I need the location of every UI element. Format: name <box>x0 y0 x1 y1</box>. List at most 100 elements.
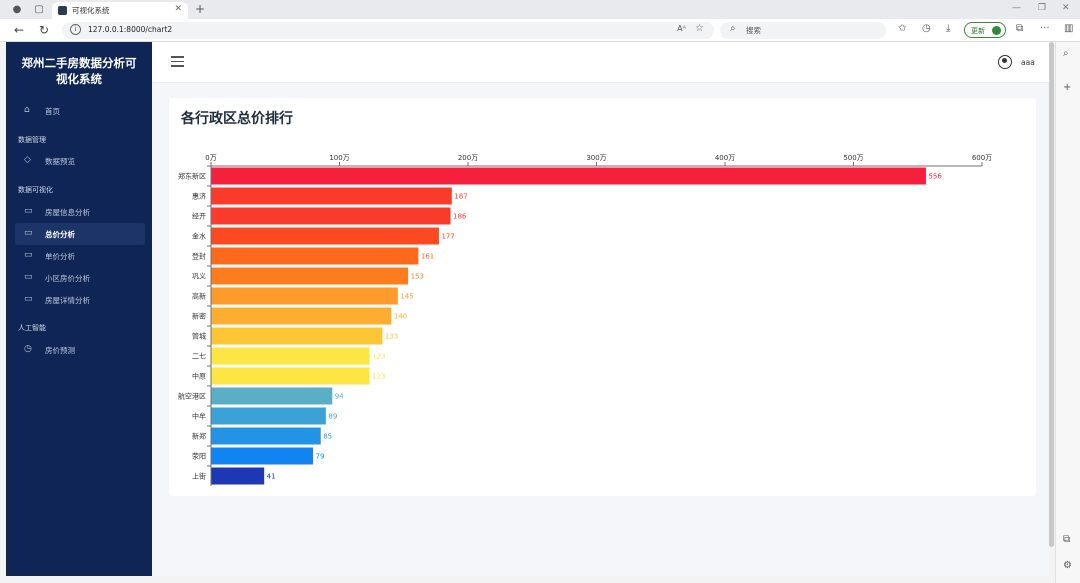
search-box[interactable]: ⌕ 搜索 <box>720 22 886 39</box>
sidebar-item-label: 房价预测 <box>45 346 75 355</box>
x-tick-label: 200万 <box>458 154 478 162</box>
clock-icon: ◷ <box>24 344 32 354</box>
site-info-icon[interactable]: i <box>70 24 81 35</box>
sidebar-item-house-info[interactable]: ▭ 房屋信息分析 <box>15 201 145 223</box>
window-close-icon[interactable]: ✕ <box>1062 3 1070 13</box>
top-header: aaa <box>152 42 1049 83</box>
data-label: 89 <box>328 413 337 421</box>
home-icon: ⌂ <box>24 105 30 115</box>
x-tick-label: 0万 <box>205 154 216 162</box>
url-field[interactable]: i 127.0.0.1:8000/chart2 Aᴬ ☆ <box>62 22 714 39</box>
favorite-star-icon[interactable]: ☆ <box>695 23 704 34</box>
page-scrollbar[interactable] <box>1049 42 1054 547</box>
data-label: 79 <box>316 453 325 461</box>
side-settings-icon[interactable]: ⚙ <box>1063 560 1072 571</box>
bar <box>211 287 398 305</box>
main-content: aaa 各行政区总价排行 0万 100万 200万 300万 400万 500万 600万郑… <box>152 42 1049 576</box>
data-label: 187 <box>454 193 467 201</box>
username[interactable]: aaa <box>1021 58 1035 67</box>
tab-favicon-icon <box>58 6 67 15</box>
data-label: 177 <box>441 233 454 241</box>
download-icon[interactable]: ⤓ <box>946 23 951 34</box>
search-placeholder: 搜索 <box>746 26 761 35</box>
side-screen-icon[interactable]: ⧉ <box>1063 534 1071 545</box>
y-tick-label: 中牟 <box>192 412 206 421</box>
bar <box>211 227 439 245</box>
y-tick-label: 金水 <box>192 232 206 241</box>
sidebar-item-label: 数据预览 <box>45 157 75 166</box>
data-label: 140 <box>394 313 407 321</box>
group-title-ai: 人工智能 <box>18 324 46 332</box>
y-tick-label: 登封 <box>192 252 206 261</box>
x-tick-label: 300万 <box>586 154 606 162</box>
bar <box>211 387 333 405</box>
bar <box>211 347 370 365</box>
y-tick-label: 经开 <box>192 212 206 221</box>
back-icon[interactable]: ← <box>14 23 25 37</box>
tab-title: 可视化系统 <box>72 6 110 15</box>
menu-toggle-icon[interactable] <box>171 56 184 67</box>
page-title: 各行政区总价排行 <box>181 111 293 127</box>
app-sidebar: 郑州二手房数据分析可视化系统 ⌂ 首页 数据管理 ◇ 数据预览 数据可视化 ▭ … <box>6 42 152 576</box>
screenshot-icon[interactable]: ⧉ <box>1016 23 1024 34</box>
history-icon[interactable]: ◷ <box>922 23 931 34</box>
x-tick-label: 400万 <box>715 154 735 162</box>
sidebar-item-unit-price[interactable]: ▭ 单价分析 <box>15 245 145 267</box>
sidebar-item-label: 房屋信息分析 <box>45 208 90 217</box>
url-text[interactable]: 127.0.0.1:8000/chart2 <box>88 25 173 34</box>
y-tick-label: 中原 <box>192 372 206 381</box>
bar <box>211 447 314 465</box>
bar <box>211 267 409 285</box>
sidebar-item-label: 小区房价分析 <box>45 274 90 283</box>
data-label: 556 <box>928 173 942 181</box>
sidebar-item-community-price[interactable]: ▭ 小区房价分析 <box>15 267 145 289</box>
group-title-data-management: 数据管理 <box>18 136 46 144</box>
side-add-icon[interactable]: + <box>1063 82 1072 93</box>
update-button[interactable]: 更新 <box>964 22 1006 38</box>
refresh-icon[interactable]: ↻ <box>39 23 50 37</box>
tab-actions-icon[interactable]: ▢ <box>34 4 44 15</box>
x-tick-label: 500万 <box>843 154 863 162</box>
bar <box>211 307 392 325</box>
data-label: 94 <box>335 393 344 401</box>
side-search-icon[interactable]: ⌕ <box>1063 48 1069 59</box>
x-tick-label: 100万 <box>329 154 349 162</box>
data-label: 123 <box>372 373 385 381</box>
update-status-icon <box>992 26 1001 35</box>
profile-icon[interactable]: ● <box>12 4 22 15</box>
user-avatar-icon[interactable] <box>998 55 1012 69</box>
sidebar-item-home[interactable]: ⌂ 首页 <box>15 100 145 122</box>
sidebar-item-house-detail[interactable]: ▭ 房屋详情分析 <box>15 289 145 311</box>
y-tick-label: 荥阳 <box>192 452 206 461</box>
restore-icon[interactable]: ❐ <box>1038 3 1047 13</box>
bar <box>211 367 370 385</box>
more-icon[interactable]: ··· <box>1040 23 1050 34</box>
sidebar-item-label: 总价分析 <box>45 230 75 239</box>
data-label: 85 <box>323 433 332 441</box>
bar <box>211 187 452 205</box>
sidebar-item-total-price[interactable]: ▭ 总价分析 <box>15 223 145 245</box>
y-tick-label: 新郑 <box>192 432 206 441</box>
sidebar-toggle-icon[interactable]: ▥ <box>1064 23 1074 34</box>
bar <box>211 467 265 485</box>
monitor-icon: ▭ <box>24 228 33 238</box>
y-tick-label: 管城 <box>192 332 206 341</box>
sidebar-item-data-preview[interactable]: ◇ 数据预览 <box>15 150 145 172</box>
new-tab-icon[interactable]: + <box>195 2 206 16</box>
x-tick-label: 600万 <box>972 154 992 162</box>
browser-side-panel: ⌕ + ⧉ ⚙ <box>1055 42 1080 583</box>
bar <box>211 207 451 225</box>
tab-close-icon[interactable]: ✕ <box>174 4 182 14</box>
y-tick-label: 惠济 <box>192 192 206 201</box>
favorites-icon[interactable]: ✩ <box>898 23 907 34</box>
y-tick-label: 郑东新区 <box>178 172 206 181</box>
sidebar-item-price-prediction[interactable]: ◷ 房价预测 <box>15 339 145 361</box>
sidebar-item-label: 房屋详情分析 <box>45 296 90 305</box>
search-icon: ⌕ <box>730 23 736 34</box>
browser-tab[interactable]: 可视化系统 ✕ <box>52 2 188 19</box>
minimize-icon[interactable]: — <box>1012 3 1021 13</box>
monitor-icon: ▭ <box>24 250 33 260</box>
read-aloud-icon[interactable]: Aᴬ <box>677 24 686 33</box>
y-tick-label: 航空港区 <box>178 392 206 401</box>
